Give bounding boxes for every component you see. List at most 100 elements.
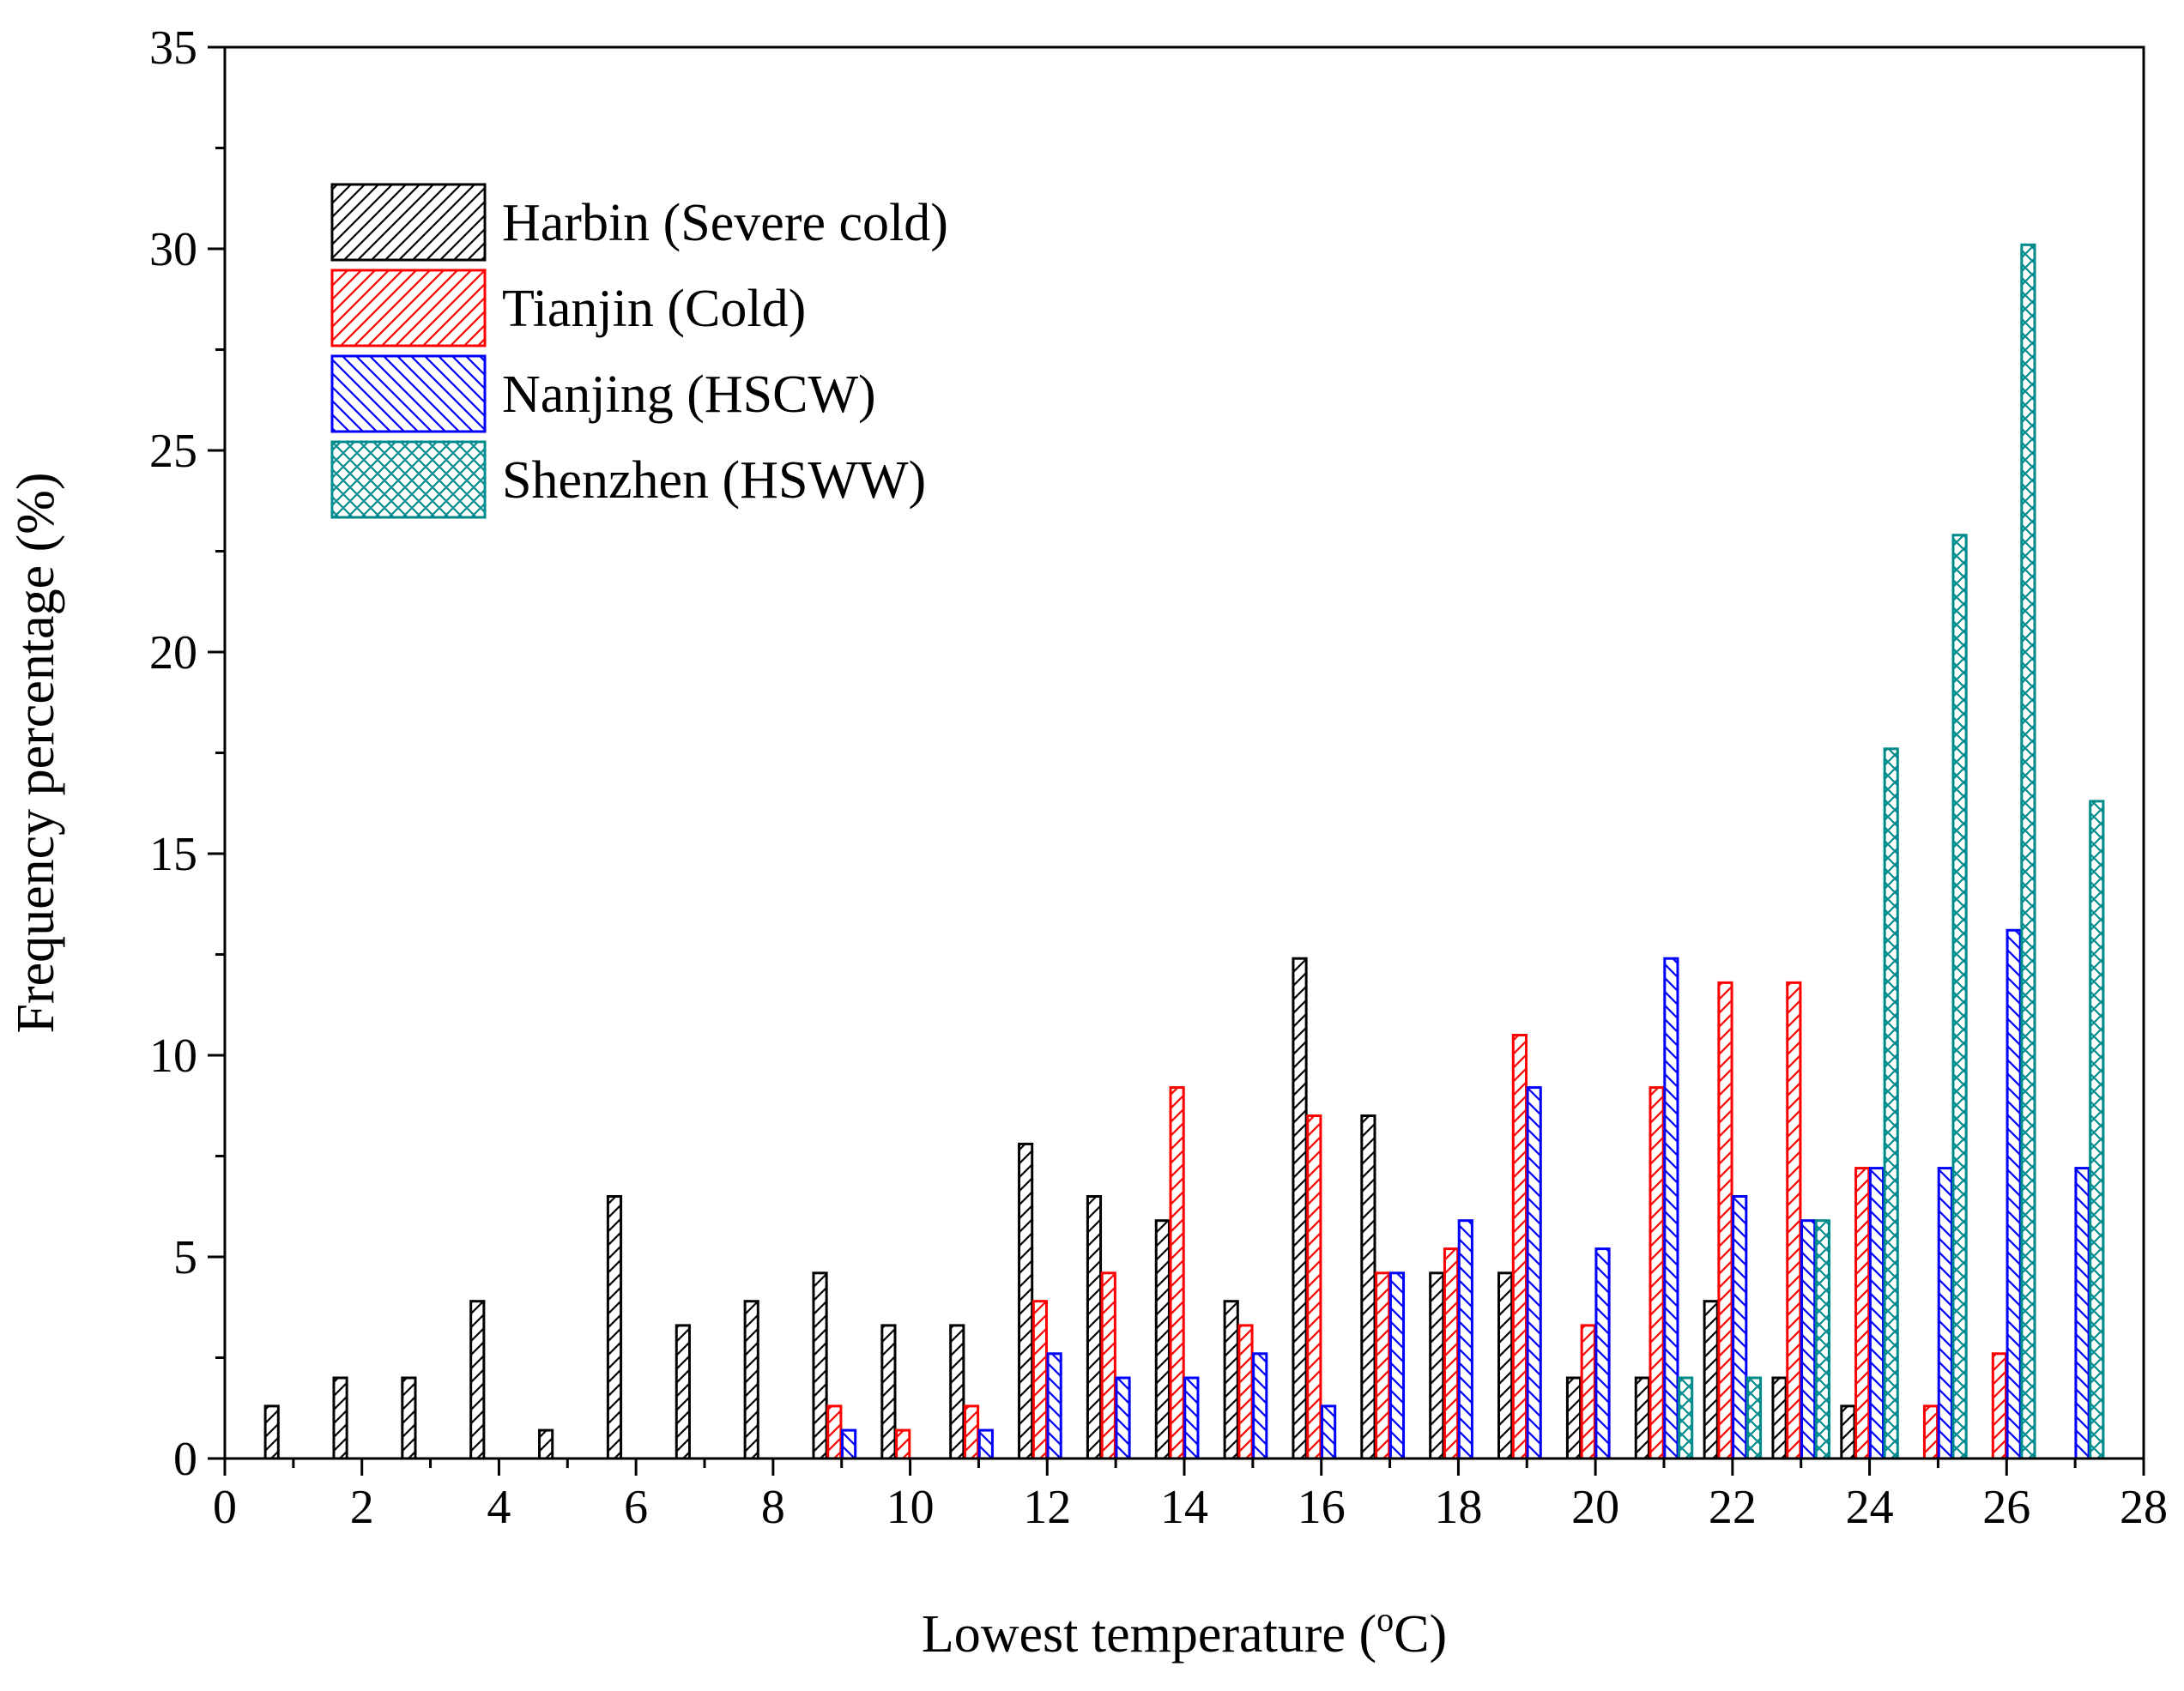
bar-shenzhen-21 — [1678, 1376, 1694, 1460]
bar-harbin-11 — [949, 1324, 965, 1460]
bar-nanjing-20 — [1594, 1247, 1611, 1460]
y-tick-label: 25 — [149, 425, 197, 478]
bar-tianjin-18 — [1443, 1247, 1460, 1460]
x-tick-label: 0 — [213, 1481, 237, 1534]
bar-harbin-3 — [401, 1376, 417, 1460]
bar-harbin-6 — [606, 1195, 623, 1460]
bar-tianjin-15 — [1237, 1324, 1254, 1460]
bar-nanjing-14 — [1183, 1376, 1200, 1460]
legend-swatch-harbin — [330, 183, 487, 262]
x-tick-label: 6 — [624, 1481, 648, 1534]
bar-tianjin-9 — [826, 1404, 843, 1460]
bar-harbin-4 — [469, 1300, 486, 1460]
legend-swatch-tianjin — [330, 269, 487, 347]
y-axis-title: Frequency percentage (%) — [7, 472, 65, 1033]
bar-tianjin-26 — [1991, 1352, 2007, 1460]
bar-tianjin-19 — [1511, 1034, 1528, 1460]
bar-tianjin-14 — [1169, 1086, 1185, 1460]
legend-label-nanjing: Nanjing (HSCW) — [502, 365, 876, 424]
bar-tianjin-16 — [1306, 1114, 1322, 1460]
bar-harbin-12 — [1018, 1142, 1034, 1460]
bar-harbin-9 — [812, 1271, 828, 1460]
bar-nanjing-17 — [1388, 1271, 1406, 1460]
bar-nanjing-23 — [1800, 1219, 1817, 1460]
bar-tianjin-22 — [1717, 981, 1733, 1460]
bar-harbin-21 — [1634, 1376, 1650, 1460]
y-tick-label: 15 — [149, 828, 197, 881]
x-tick-label: 10 — [886, 1481, 935, 1534]
x-tick-label: 28 — [2120, 1481, 2168, 1534]
bar-tianjin-12 — [1032, 1300, 1048, 1460]
bar-harbin-18 — [1429, 1271, 1445, 1460]
x-tick-label: 14 — [1160, 1481, 1208, 1534]
bar-tianjin-13 — [1100, 1271, 1116, 1460]
x-axis-title-superscript: o — [1376, 1600, 1394, 1639]
y-tick-label: 35 — [149, 21, 197, 75]
y-tick-label: 10 — [149, 1030, 197, 1083]
bar-harbin-19 — [1497, 1271, 1514, 1460]
y-tick-label: 20 — [149, 626, 197, 679]
bar-nanjing-27 — [2074, 1167, 2090, 1460]
legend: Harbin (Severe cold) Tianjin (Cold) Nanjin… — [330, 183, 948, 519]
bar-harbin-7 — [675, 1324, 691, 1460]
bar-harbin-2 — [332, 1376, 348, 1460]
bar-nanjing-16 — [1321, 1404, 1337, 1460]
legend-swatch-nanjing — [330, 354, 487, 433]
bar-shenzhen-26 — [2020, 243, 2036, 1460]
bar-nanjing-24 — [1868, 1167, 1885, 1460]
legend-label-harbin: Harbin (Severe cold) — [502, 194, 948, 252]
bar-shenzhen-25 — [1951, 534, 1968, 1460]
x-tick-label: 24 — [1846, 1481, 1894, 1534]
bar-tianjin-11 — [963, 1404, 980, 1460]
bar-harbin-16 — [1292, 957, 1308, 1460]
bar-shenzhen-23 — [1814, 1219, 1830, 1460]
bar-nanjing-18 — [1457, 1219, 1473, 1460]
bar-nanjing-11 — [977, 1428, 994, 1460]
bar-nanjing-15 — [1252, 1352, 1268, 1460]
bar-harbin-13 — [1086, 1195, 1103, 1460]
bar-nanjing-9 — [841, 1428, 857, 1460]
bar-nanjing-25 — [1937, 1167, 1953, 1460]
x-tick-label: 4 — [487, 1481, 511, 1534]
bar-harbin-8 — [743, 1300, 759, 1460]
bar-tianjin-23 — [1786, 981, 1802, 1460]
y-tick-label: 5 — [173, 1231, 197, 1284]
bar-nanjing-26 — [2006, 928, 2022, 1460]
x-tick-label: 2 — [350, 1481, 374, 1534]
bar-nanjing-22 — [1732, 1195, 1748, 1460]
bar-tianjin-17 — [1375, 1271, 1391, 1460]
x-tick-label: 20 — [1571, 1481, 1619, 1534]
bar-tianjin-24 — [1854, 1167, 1871, 1460]
x-tick-label: 18 — [1434, 1481, 1482, 1534]
bar-nanjing-12 — [1046, 1352, 1062, 1460]
bar-nanjing-21 — [1663, 957, 1679, 1460]
x-axis-title-main: Lowest temperature ( — [922, 1605, 1376, 1664]
bar-harbin-5 — [538, 1428, 554, 1460]
bar-harbin-1 — [263, 1404, 280, 1460]
legend-label-tianjin: Tianjin (Cold) — [502, 280, 806, 338]
x-tick-label: 8 — [761, 1481, 785, 1534]
bar-harbin-14 — [1154, 1219, 1171, 1460]
bar-harbin-10 — [880, 1324, 897, 1460]
bar-harbin-17 — [1360, 1114, 1376, 1460]
x-axis-title-unit: C) — [1394, 1605, 1447, 1664]
bar-shenzhen-22 — [1745, 1376, 1763, 1460]
legend-label-shenzhen: Shenzhen (HSWW) — [502, 451, 926, 510]
bar-harbin-20 — [1565, 1376, 1582, 1460]
x-axis-title: Lowest temperature (oC) — [922, 1600, 1447, 1664]
bar-nanjing-19 — [1526, 1086, 1542, 1460]
bar-harbin-22 — [1703, 1300, 1719, 1460]
bar-tianjin-21 — [1649, 1086, 1665, 1460]
bars-layer — [263, 243, 2105, 1460]
x-tick-label: 12 — [1023, 1481, 1071, 1534]
bar-tianjin-25 — [1922, 1404, 1939, 1460]
bar-nanjing-13 — [1115, 1376, 1131, 1460]
y-tick-label: 30 — [149, 223, 197, 276]
bar-tianjin-10 — [895, 1428, 911, 1460]
bar-harbin-24 — [1840, 1404, 1856, 1460]
x-tick-label: 22 — [1709, 1481, 1757, 1534]
y-tick-label: 0 — [173, 1433, 197, 1486]
bar-tianjin-20 — [1580, 1324, 1596, 1460]
bar-shenzhen-24 — [1883, 747, 1899, 1460]
